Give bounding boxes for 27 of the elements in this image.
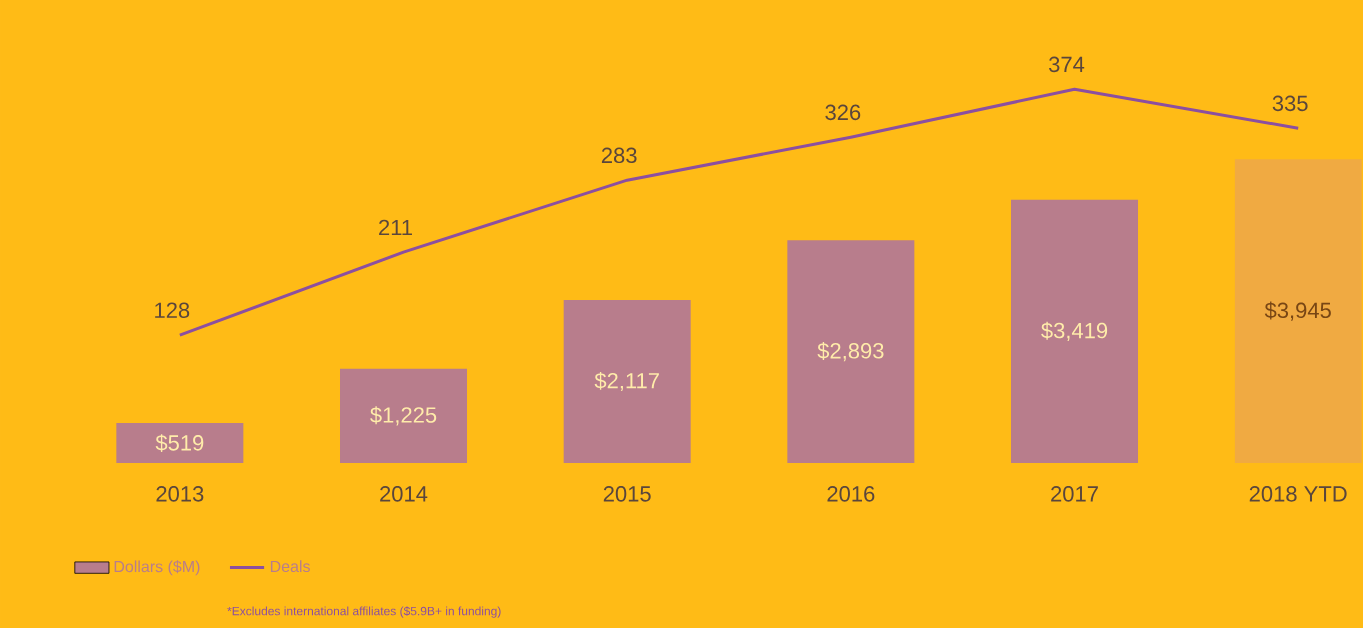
bar [787,240,915,463]
bar [1011,199,1139,463]
data-label: 335 [1272,95,1308,112]
bar [340,368,468,463]
data-label: $3,945 [1264,301,1331,321]
x-tick-label: 2013 [156,486,204,502]
x-tick-label: 2015 [603,486,651,502]
data-label: $1,225 [370,406,437,426]
data-label: $2,893 [817,342,884,362]
data-label: 211 [379,219,412,236]
data-label: $2,117 [594,371,659,392]
data-label: 326 [825,104,861,121]
text: *Excludes international affiliates ($5.9B+ in funding) [227,606,501,618]
x-tick-label: 2014 [380,486,428,502]
data-label: 128 [155,302,190,319]
data-label: 283 [601,147,637,164]
bar [116,423,244,463]
data-label: $519 [155,434,204,452]
bar [563,300,691,463]
legend-label: Dollars ($M) [114,560,200,576]
data-label: $3,419 [1041,321,1108,341]
x-tick-label: 2016 [827,486,875,502]
x-tick-label: 2018 YTD [1249,486,1347,502]
data-label: 374 [1049,56,1085,73]
x-tick-label: 2017 [1051,486,1098,502]
bar [1234,159,1362,463]
legend-label: Deals [270,560,310,573]
